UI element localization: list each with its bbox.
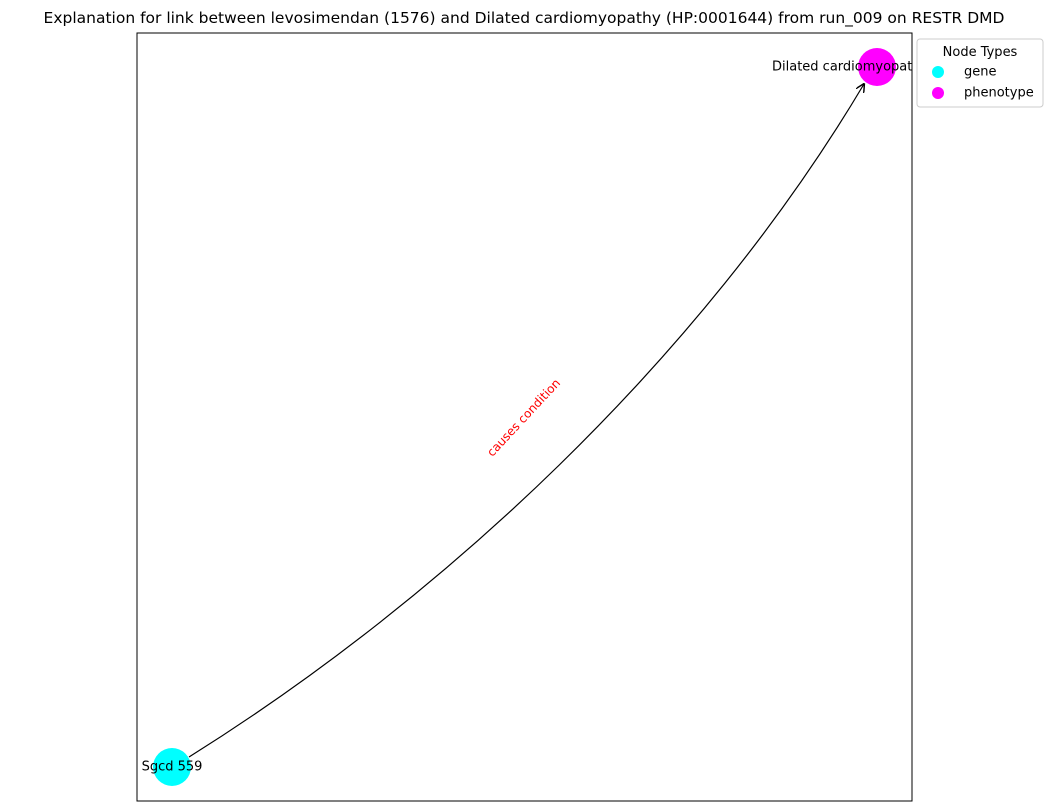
legend-marker-phenotype — [932, 87, 944, 99]
node-label-sgcd: Sgcd 559 — [142, 760, 203, 775]
edge-causes-condition — [188, 84, 864, 758]
node-gene-sgcd — [153, 748, 191, 786]
legend-title: Node Types — [943, 45, 1018, 60]
node-phenotype-dilated-cardiomyopathy — [858, 48, 896, 86]
legend-label-gene: gene — [964, 65, 997, 80]
legend-label-phenotype: phenotype — [964, 86, 1034, 101]
node-label-dilated-cardiomyopathy: Dilated cardiomyopathy — [772, 60, 929, 75]
legend: Node Types gene phenotype — [916, 38, 1044, 108]
figure-title: Explanation for link between levosimenda… — [44, 9, 1005, 28]
legend-marker-gene — [932, 66, 944, 78]
legend-box — [916, 38, 1044, 108]
plot-area-frame — [136, 32, 913, 802]
